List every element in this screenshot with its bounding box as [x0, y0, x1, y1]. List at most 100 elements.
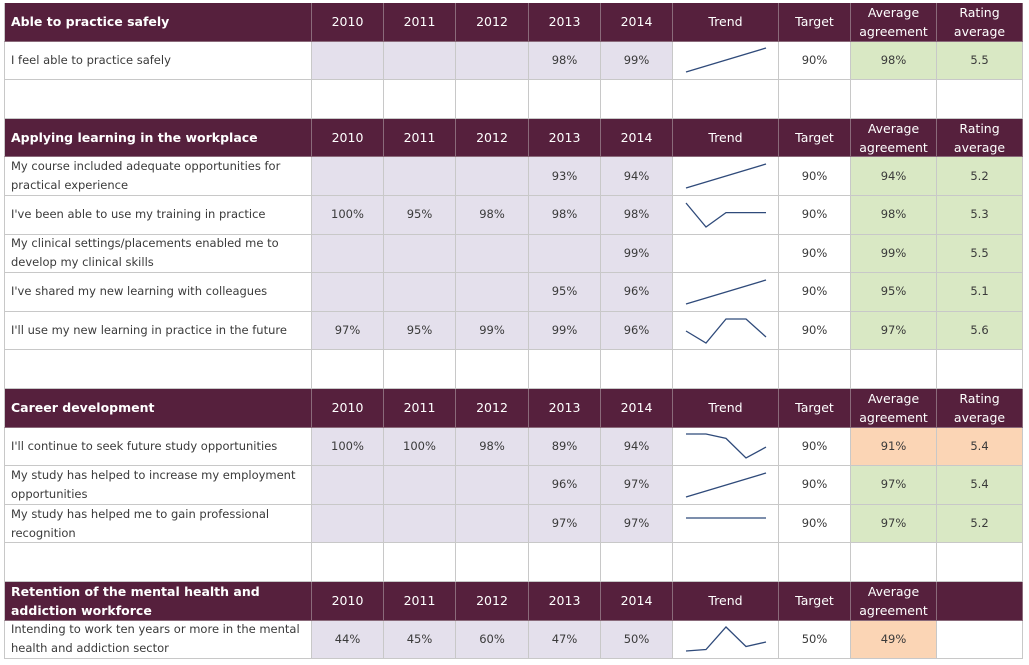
- trend-sparkline: [673, 311, 779, 351]
- rating-average-value: 5.3: [937, 196, 1023, 235]
- column-header: 2013: [529, 118, 601, 158]
- sparkline-svg: [685, 202, 766, 228]
- row-label: My study has helped me to gain professio…: [4, 504, 312, 544]
- year-value: 98%: [601, 196, 673, 235]
- average-agreement-value: 99%: [851, 234, 937, 274]
- spacer-cell: [937, 80, 1023, 119]
- trend-sparkline: [673, 273, 779, 312]
- column-header: 2011: [384, 582, 456, 621]
- column-header: 2010: [312, 582, 384, 621]
- year-value: 98%: [456, 196, 529, 235]
- year-value: 96%: [529, 466, 601, 505]
- row-label: I'll use my new learning in practice in …: [4, 311, 312, 351]
- column-header-label: 2012: [476, 400, 508, 416]
- year-value: 45%: [384, 620, 456, 660]
- year-value: 98%: [529, 41, 601, 81]
- year-value: 97%: [529, 504, 601, 544]
- column-header: Target: [779, 389, 851, 428]
- average-agreement-value: 97%: [851, 466, 937, 505]
- year-value: 99%: [601, 234, 673, 274]
- trend-sparkline: [673, 427, 779, 467]
- spacer-cell: [779, 543, 851, 582]
- spacer-cell: [851, 350, 937, 389]
- trend-sparkline: [673, 196, 779, 235]
- sparkline-svg: [685, 163, 766, 189]
- spacer-cell: [529, 543, 601, 582]
- column-header: 2010: [312, 118, 384, 158]
- column-header: 2014: [601, 3, 673, 42]
- year-value: 94%: [601, 427, 673, 467]
- column-header: 2013: [529, 3, 601, 42]
- target-value: 90%: [779, 157, 851, 196]
- year-value: [312, 157, 384, 196]
- year-value: 95%: [384, 196, 456, 235]
- target-value: 90%: [779, 466, 851, 505]
- year-value: 94%: [601, 157, 673, 196]
- trend-line: [685, 279, 766, 305]
- column-header-label: Average agreement: [859, 390, 928, 425]
- column-header-label: 2013: [548, 593, 581, 609]
- year-value: [384, 157, 456, 196]
- year-value: [384, 41, 456, 81]
- target-value: 90%: [779, 311, 851, 351]
- target-value: 90%: [779, 504, 851, 544]
- column-header: Trend: [673, 3, 779, 42]
- column-header-label: 2012: [476, 14, 508, 30]
- column-header: Average agreement: [851, 389, 937, 428]
- trend-sparkline: [673, 234, 779, 274]
- year-value: 100%: [312, 196, 384, 235]
- year-value: [312, 234, 384, 274]
- spacer-cell: [456, 350, 529, 389]
- year-value: 44%: [312, 620, 384, 660]
- column-header-label: Average agreement: [859, 583, 928, 618]
- sparkline-svg: [685, 47, 766, 74]
- column-header-label: Target: [795, 593, 834, 609]
- spacer-cell: [312, 80, 384, 119]
- trend-line: [685, 472, 766, 498]
- trend-line: [685, 317, 766, 344]
- target-value: 90%: [779, 273, 851, 312]
- column-header-label: Target: [795, 400, 834, 416]
- column-header: 2010: [312, 3, 384, 42]
- spacer-cell: [601, 350, 673, 389]
- sparkline-svg: [685, 279, 766, 305]
- spacer-cell: [456, 80, 529, 119]
- section-title: Career development: [4, 389, 312, 428]
- sparkline-svg: [685, 516, 766, 519]
- column-header: 2013: [529, 389, 601, 428]
- column-header-label: Trend: [708, 130, 743, 146]
- spacer-cell: [384, 543, 456, 582]
- trend-line: [685, 433, 766, 460]
- column-header-label: Rating average: [953, 120, 1006, 155]
- column-header-label: 2014: [620, 14, 653, 30]
- year-value: [384, 234, 456, 274]
- row-label: My course included adequate opportunitie…: [4, 157, 312, 196]
- column-header-label: Target: [795, 130, 834, 146]
- column-header-label: Trend: [708, 593, 743, 609]
- column-header: Average agreement: [851, 3, 937, 42]
- year-value: [456, 234, 529, 274]
- year-value: [312, 466, 384, 505]
- column-header: Target: [779, 118, 851, 158]
- column-header: Rating average: [937, 389, 1023, 428]
- column-header: Trend: [673, 118, 779, 158]
- column-header-label: 2011: [403, 593, 436, 609]
- spacer-cell: [4, 80, 312, 119]
- year-value: [456, 273, 529, 312]
- spacer-cell: [529, 80, 601, 119]
- column-header-label: 2014: [620, 593, 653, 609]
- spacer-cell: [312, 543, 384, 582]
- year-value: [456, 504, 529, 544]
- column-header: 2011: [384, 3, 456, 42]
- year-value: 89%: [529, 427, 601, 467]
- spacer-cell: [673, 350, 779, 389]
- column-header-label: Target: [795, 14, 834, 30]
- sparkline-svg: [685, 433, 766, 460]
- section-title: Retention of the mental health and addic…: [4, 582, 312, 621]
- year-value: [384, 504, 456, 544]
- column-header-label: 2010: [331, 14, 364, 30]
- year-value: 50%: [601, 620, 673, 660]
- column-header-label: 2010: [331, 593, 364, 609]
- column-header-label: Average agreement: [859, 120, 928, 155]
- column-header: Trend: [673, 389, 779, 428]
